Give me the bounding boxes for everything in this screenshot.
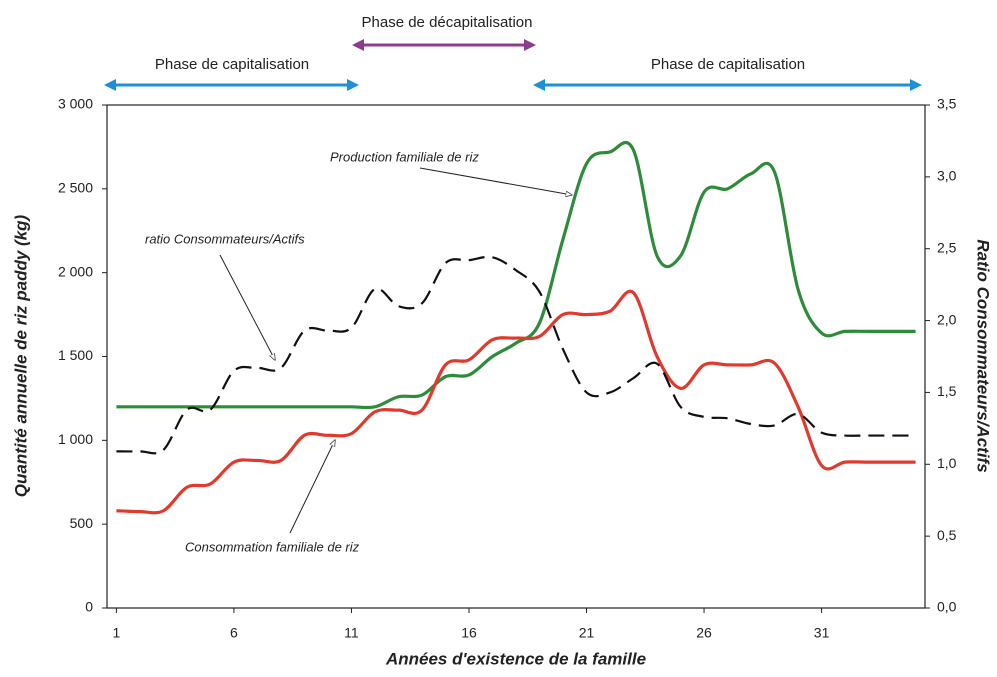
series-label: Production familiale de riz — [330, 149, 479, 164]
y2-tick-label: 2,0 — [937, 311, 957, 327]
phase-label: Phase de capitalisation — [155, 56, 309, 73]
y-tick-label: 500 — [70, 515, 94, 531]
y2-tick-label: 3,0 — [937, 168, 957, 184]
y-tick-label: 2 500 — [58, 180, 93, 196]
phase-label: Phase de décapitalisation — [362, 14, 533, 31]
y2-tick-label: 0,5 — [937, 527, 957, 543]
leader-line — [419, 167, 572, 195]
y-tick-label: 1 500 — [58, 347, 93, 363]
x-tick-label: 26 — [696, 625, 712, 641]
y-tick-label: 3 000 — [58, 96, 93, 112]
y2-tick-label: 1,0 — [937, 455, 957, 471]
leader-line — [289, 440, 335, 534]
y-tick-label: 2 000 — [58, 263, 93, 279]
y-axis-title: Quantité annuelle de riz paddy (kg) — [11, 214, 30, 497]
y2-tick-label: 3,5 — [937, 96, 957, 112]
y2-tick-label: 1,5 — [937, 383, 957, 399]
y-tick-label: 1 000 — [58, 431, 93, 447]
series-line — [116, 289, 916, 515]
x-tick-label: 31 — [814, 625, 830, 641]
series-label: Consommation familiale de riz — [185, 539, 360, 554]
series-line — [116, 255, 916, 455]
x-tick-label: 11 — [344, 625, 359, 641]
series-label: ratio Consommateurs/Actifs — [145, 231, 305, 246]
x-tick-label: 6 — [230, 625, 238, 641]
y2-tick-label: 2,5 — [937, 239, 957, 255]
series-line — [116, 141, 916, 410]
x-tick-label: 1 — [113, 625, 121, 641]
x-tick-label: 21 — [579, 625, 595, 641]
y2-tick-label: 0,0 — [937, 599, 957, 615]
x-axis-title: Années d'existence de la famille — [385, 649, 646, 668]
x-tick-label: 16 — [461, 625, 477, 641]
leader-line — [219, 254, 275, 360]
y2-axis-title: Ratio Consommateurs/Actifs — [974, 239, 993, 472]
phase-label: Phase de capitalisation — [651, 56, 805, 73]
plot-frame — [106, 104, 926, 609]
y-tick-label: 0 — [85, 599, 93, 615]
